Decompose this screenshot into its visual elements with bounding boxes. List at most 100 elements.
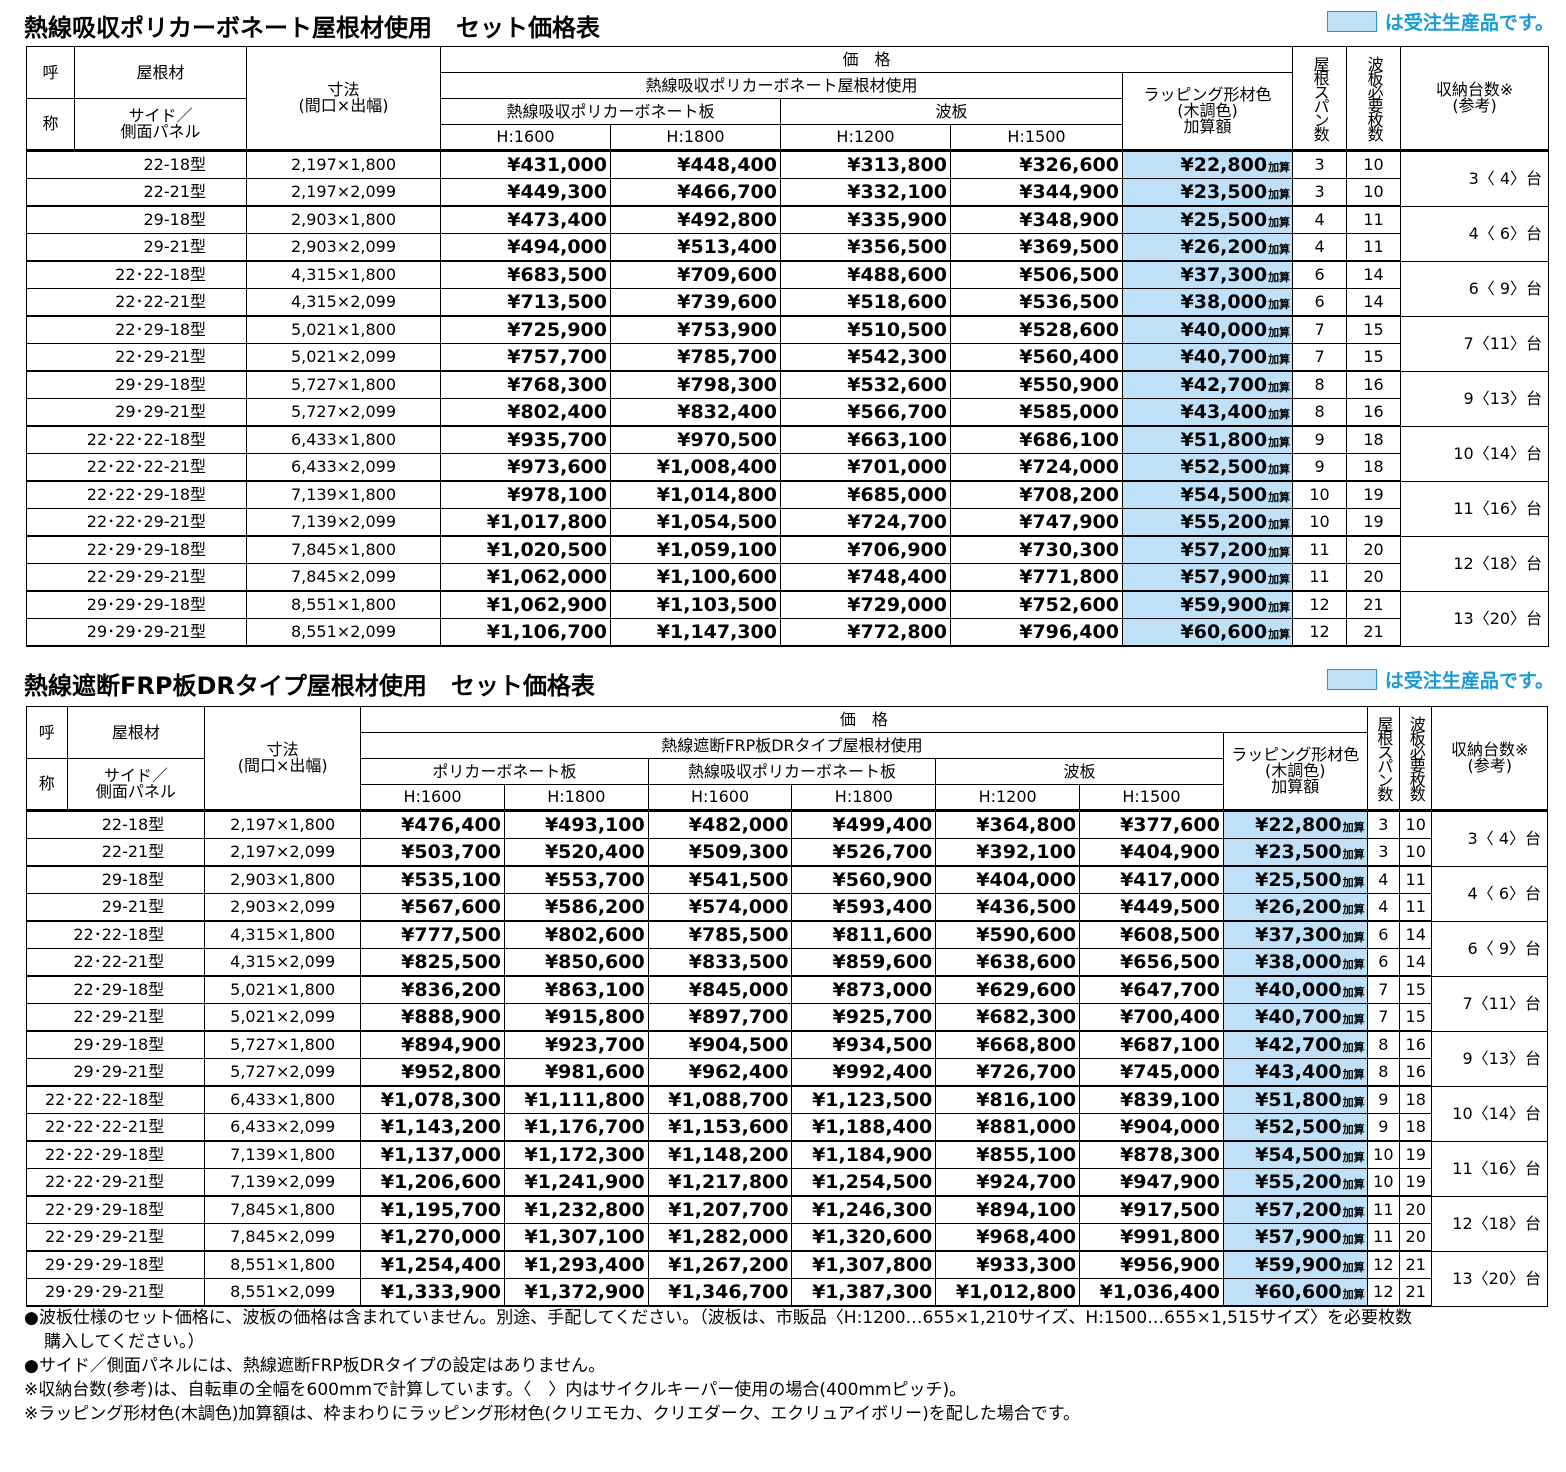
wave-count: 14 — [1346, 260, 1402, 289]
footnotes: ●波板仕様のセット価格に、波板の価格は含まれていません。別途、手配してください。… — [24, 1306, 1554, 1426]
addon-label: 加算 — [1268, 517, 1291, 531]
model-name: 22･22-18型 — [25, 920, 206, 949]
table-row: 29･29･29-18型 8,551×1,800 ¥1,062,900 ¥1,103,… — [26, 590, 1550, 647]
wrapping-addon-cell: ¥23,500加算 — [1121, 178, 1294, 207]
price-cell: ¥1,088,700 — [647, 1085, 793, 1114]
table-row: 29-21型 2,903×2,099 ¥494,000 ¥513,400 ¥356,50… — [26, 233, 1549, 262]
price-cell: ¥532,600 — [780, 370, 951, 399]
addon-label: 加算 — [1342, 1150, 1365, 1164]
span-count: 7 — [1366, 975, 1401, 1004]
h1800-header: H:1800 — [791, 784, 937, 811]
price-cell: ¥682,300 — [935, 1003, 1081, 1032]
wrapping-addon-cell: ¥40,000加算 — [1121, 315, 1294, 344]
size-cell: 5,727×2,099 — [204, 1058, 362, 1087]
price-cell: ¥981,600 — [503, 1058, 649, 1087]
price-cell: ¥668,800 — [935, 1030, 1081, 1059]
wrapping-addon-cell: ¥57,900加算 — [1222, 1223, 1368, 1252]
price-cell: ¥1,078,300 — [360, 1085, 505, 1114]
yobi-cell-2: 称 — [26, 758, 68, 811]
model-name: 29･29-21型 — [26, 398, 247, 427]
size-cell: 8,551×1,800 — [204, 1250, 362, 1279]
size-cell: 4,315×1,800 — [204, 920, 362, 949]
wrapping-addon-cell: ¥57,900加算 — [1121, 563, 1294, 592]
wave-count: 15 — [1399, 975, 1433, 1004]
addon-label: 加算 — [1342, 1205, 1365, 1219]
price-cell: ¥956,900 — [1079, 1250, 1224, 1279]
addon-label: 加算 — [1268, 572, 1291, 586]
price-cell: ¥436,500 — [935, 893, 1081, 922]
wrapping-addon-cell: ¥40,700加算 — [1222, 1003, 1368, 1032]
price-cell: ¥863,100 — [503, 975, 649, 1004]
wave-count: 16 — [1346, 370, 1402, 399]
price-cell: ¥1,100,600 — [610, 563, 781, 592]
wrap-header: ラッピング形材色 (木調色) 加算額 — [1222, 732, 1368, 811]
model-name: 22-18型 — [26, 149, 247, 179]
span-count: 8 — [1366, 1030, 1401, 1059]
price-cell: ¥417,000 — [1079, 865, 1224, 894]
price-cell: ¥1,188,400 — [791, 1113, 937, 1142]
wave-count: 20 — [1399, 1223, 1433, 1252]
price-cell: ¥1,062,900 — [440, 590, 611, 619]
wave-count: 10 — [1399, 809, 1433, 839]
table-row: 29-21型 2,903×2,099 ¥567,600 ¥586,200 ¥574,00… — [25, 893, 1548, 922]
model-name: 29･29-21型 — [25, 1058, 206, 1087]
price-cell: ¥771,800 — [950, 563, 1123, 592]
price-cell: ¥663,100 — [780, 425, 951, 454]
addon-label: 加算 — [1342, 1287, 1365, 1301]
span-count: 8 — [1292, 398, 1348, 427]
span-count: 8 — [1292, 370, 1348, 399]
addon-amount: ¥40,700 — [1180, 345, 1268, 368]
span-count: 9 — [1366, 1085, 1401, 1114]
price-cell: ¥1,137,000 — [360, 1140, 505, 1169]
legend-swatch — [1326, 11, 1377, 32]
capacity-cell: 11〈16〉台 — [1400, 480, 1550, 537]
price-cell: ¥748,400 — [780, 563, 951, 592]
price-cell: ¥344,900 — [950, 178, 1123, 207]
table1-title-bar: 熱線吸収ポリカーボネート屋根材使用 セット価格表 は受注生産品です。 — [24, 8, 1554, 42]
table-row: 22-21型 2,197×2,099 ¥503,700 ¥520,400 ¥509,30… — [25, 838, 1548, 867]
h1600-header: H:1600 — [360, 784, 505, 811]
price-cell: ¥1,062,000 — [440, 563, 611, 592]
wrapping-addon-cell: ¥52,500加算 — [1121, 453, 1294, 482]
model-name: 22･22･22-21型 — [26, 453, 247, 482]
price-cell: ¥510,500 — [780, 315, 951, 344]
wave-count: 19 — [1399, 1168, 1433, 1197]
addon-amount: ¥60,600 — [1180, 620, 1268, 643]
wave-count: 21 — [1399, 1278, 1433, 1307]
addon-label: 加算 — [1268, 325, 1291, 339]
span-count: 11 — [1366, 1195, 1401, 1224]
table-row: 22･22･22-18型 6,433×1,800 ¥935,700 ¥970,500 ¥… — [26, 425, 1550, 482]
table-row: 22･29･29-18型 7,845×1,800 ¥1,020,500 ¥1,059,… — [26, 535, 1550, 592]
wave-count: 21 — [1399, 1250, 1433, 1279]
price-cell: ¥1,014,800 — [610, 480, 781, 509]
capacity-header: 収納台数※ (参考) — [1400, 46, 1550, 151]
span-count: 10 — [1292, 508, 1348, 537]
size-cell: 7,139×2,099 — [204, 1168, 362, 1197]
wrapping-addon-cell: ¥22,800加算 — [1121, 149, 1294, 179]
wave-count: 14 — [1399, 920, 1433, 949]
wrapping-addon-cell: ¥57,200加算 — [1121, 535, 1294, 564]
price-cell: ¥904,000 — [1079, 1113, 1224, 1142]
wave-count: 10 — [1346, 149, 1402, 179]
price-cell: ¥825,500 — [360, 948, 505, 977]
addon-label: 加算 — [1342, 847, 1365, 861]
heat-poly-header: 熱線吸収ポリカーボネート板 — [647, 758, 937, 785]
price-cell: ¥1,012,800 — [935, 1278, 1081, 1307]
model-name: 22･22･22-18型 — [25, 1085, 206, 1114]
price-cell: ¥753,900 — [610, 315, 781, 344]
wrapping-addon-cell: ¥25,500加算 — [1121, 205, 1294, 234]
model-name: 22･22･29-18型 — [25, 1140, 206, 1169]
table-row: 22･22-18型 4,315×1,800 ¥683,500 ¥709,600 ¥488… — [26, 260, 1550, 317]
yobi-cell: 呼 — [26, 706, 68, 759]
price-cell: ¥897,700 — [647, 1003, 793, 1032]
price-cell: ¥747,900 — [950, 508, 1123, 537]
price-cell: ¥935,700 — [440, 425, 611, 454]
size-cell: 8,551×2,099 — [246, 618, 441, 647]
model-name: 29･29-18型 — [25, 1030, 206, 1059]
addon-amount: ¥57,900 — [1255, 1225, 1342, 1248]
model-name: 22･22･22-18型 — [26, 425, 247, 454]
table2-title: 熱線遮断FRP板DRタイプ屋根材使用 セット価格表 — [24, 672, 595, 700]
span-count: 9 — [1366, 1113, 1401, 1142]
wave-count: 10 — [1399, 838, 1433, 867]
table-row: 22･22-21型 4,315×2,099 ¥713,500 ¥739,600 ¥518… — [26, 288, 1549, 317]
